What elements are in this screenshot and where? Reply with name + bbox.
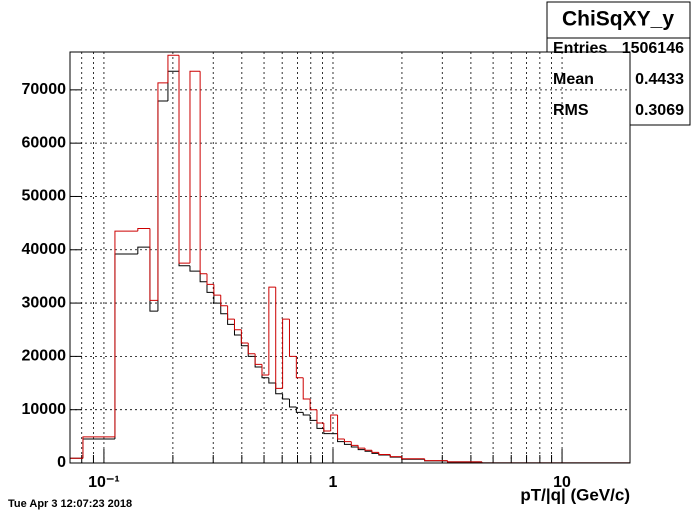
histogram-bin: [220, 295, 228, 307]
x-axis-label: pT/|q| (GeV/c): [520, 485, 630, 504]
x-tick-label: 1: [329, 474, 338, 491]
y-tick-label: 40000: [22, 241, 67, 258]
x-tick-label: 10: [553, 474, 571, 491]
histogram-bin: [357, 445, 366, 449]
y-tick-label: 70000: [22, 81, 67, 98]
y-tick-label: 50000: [22, 188, 67, 205]
histogram-bin: [288, 319, 297, 357]
histogram-bin: [189, 265, 201, 272]
histogram-bin: [343, 441, 352, 445]
histogram-bin: [302, 412, 311, 416]
histogram-bin: [371, 450, 379, 453]
histogram-bin: [233, 319, 242, 331]
histogram-bin: [288, 399, 297, 408]
histogram-bin: [350, 441, 359, 446]
histogram-bin: [220, 303, 228, 315]
histogram-bin: [240, 329, 249, 344]
timestamp: Tue Apr 3 12:07:23 2018: [8, 498, 132, 510]
stat-value: 0.4433: [635, 71, 684, 88]
histogram-bin: [206, 281, 214, 293]
histogram-bin: [275, 287, 283, 389]
histogram-bin: [268, 286, 276, 376]
x-tick-label: 10⁻¹: [88, 474, 120, 491]
histogram-bin: [178, 55, 190, 264]
plot-frame: [70, 52, 630, 463]
histogram-bin: [282, 393, 290, 400]
histogram-bin: [302, 377, 311, 400]
histogram-bin: [149, 228, 158, 301]
histogram-bin: [206, 273, 214, 285]
stat-label: RMS: [553, 102, 589, 119]
stat-label: Mean: [553, 71, 594, 88]
histogram-bin: [330, 414, 338, 432]
histogram-bin: [114, 230, 138, 437]
histogram-bin: [227, 305, 235, 320]
histogram-bin: [82, 436, 115, 459]
histogram-bin: [189, 70, 201, 264]
histogram-bin: [295, 407, 304, 413]
histogram-bin: [199, 271, 207, 283]
histogram-bin: [378, 452, 391, 455]
stats-title-box: [546, 1, 691, 39]
histogram-bin: [254, 353, 262, 365]
y-tick-label: 30000: [22, 294, 67, 311]
histogram-bin: [316, 409, 324, 424]
stat-value: 1506146: [622, 40, 684, 57]
histogram-bin: [261, 364, 269, 376]
histogram-bin: [309, 415, 317, 421]
stat-label: Entries: [553, 40, 607, 57]
histogram-bin: [424, 458, 448, 462]
histogram-bin: [295, 356, 304, 379]
histogram-bin: [157, 82, 168, 301]
histogram-bin: [401, 456, 425, 460]
histogram-bin: [137, 227, 150, 232]
histogram-bin: [213, 292, 221, 304]
histogram-bin: [309, 399, 317, 411]
histogram-bin: [137, 246, 150, 255]
histogram-bin: [389, 454, 402, 458]
histogram-bin: [167, 54, 180, 83]
histogram-bin: [282, 318, 290, 389]
y-tick-label: 20000: [22, 348, 67, 365]
histogram-bin: [447, 460, 482, 463]
stats-title: ChiSqXY_y: [562, 8, 674, 31]
histogram-bin: [337, 415, 345, 440]
histogram-bin: [364, 448, 372, 451]
y-tick-label: 0: [57, 454, 66, 471]
histogram-bin: [199, 71, 207, 275]
y-tick-label: 60000: [22, 134, 67, 151]
histogram-bin: [268, 377, 276, 384]
plot-border: [69, 51, 631, 464]
histogram-bin: [343, 439, 352, 443]
histogram-bin: [247, 343, 256, 355]
stat-value: 0.3069: [635, 102, 684, 119]
histogram-bin: [213, 284, 221, 296]
histogram-bin: [323, 423, 331, 432]
y-tick-label: 10000: [22, 401, 67, 418]
